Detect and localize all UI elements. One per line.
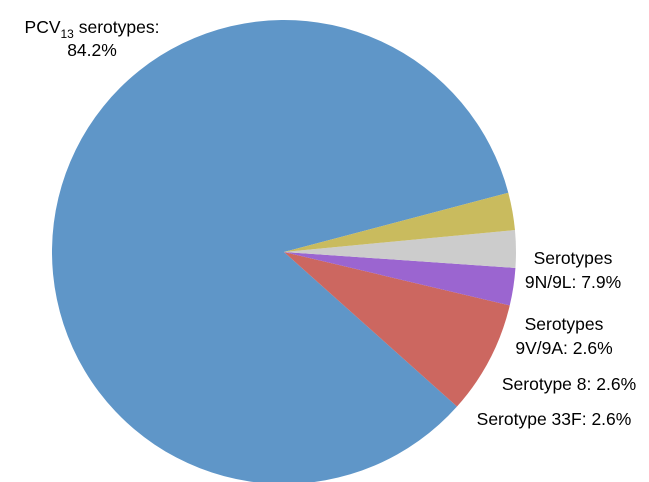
pie-labels: PCV13 serotypes: 84.2% Serotypes 9N/9L: … — [25, 17, 637, 429]
label-9v-9a-line2: 9V/9A: 2.6% — [515, 338, 612, 358]
label-serotype-8: Serotype 8: 2.6% — [502, 374, 636, 394]
label-pcv13-percent: 84.2% — [67, 40, 117, 60]
pie-slices — [52, 19, 516, 482]
slice-9v-9a — [284, 252, 516, 306]
label-pcv13: PCV13 serotypes: — [25, 17, 160, 41]
label-serotype-33f: Serotype 33F: 2.6% — [477, 409, 632, 429]
slice-9n-9l — [284, 252, 510, 407]
label-9n-9l-line1: Serotypes — [534, 248, 613, 268]
slice-serotype-33f — [284, 192, 515, 252]
slice-serotype-8 — [284, 230, 516, 268]
slice-pcv13 — [52, 19, 509, 482]
label-9v-9a-line1: Serotypes — [525, 314, 604, 334]
label-9n-9l-line2: 9N/9L: 7.9% — [525, 272, 621, 292]
